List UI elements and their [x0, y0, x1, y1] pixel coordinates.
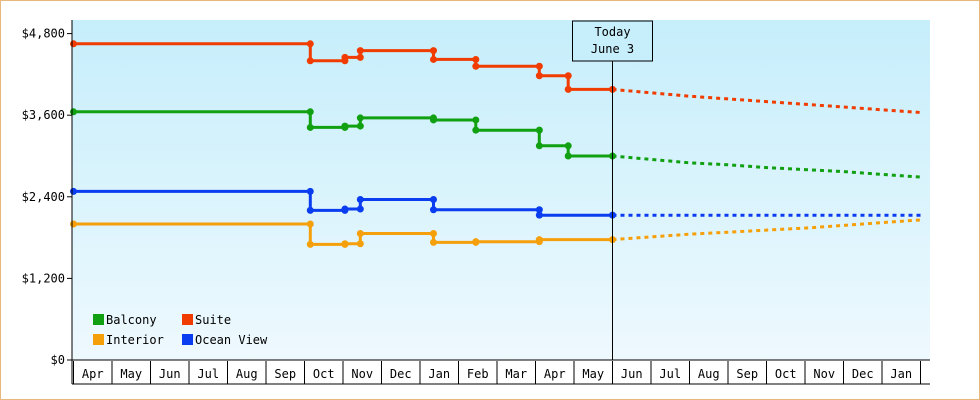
data-point-ocean-view — [356, 196, 364, 204]
data-point-interior — [306, 220, 314, 228]
month-label: Mar — [505, 367, 527, 381]
legend-swatch-balcony — [93, 314, 104, 325]
data-point-balcony — [429, 116, 437, 124]
data-point-ocean-view — [535, 211, 543, 219]
data-point-balcony — [306, 108, 314, 116]
data-point-interior — [356, 240, 364, 248]
month-label: Aug — [236, 367, 258, 381]
month-label: Oct — [313, 367, 335, 381]
data-point-ocean-view — [306, 187, 314, 195]
data-point-ocean-view — [341, 205, 349, 213]
data-point-balcony — [472, 116, 480, 124]
data-point-interior — [356, 230, 364, 238]
month-label: Feb — [467, 367, 489, 381]
today-label: Today — [594, 25, 630, 39]
data-point-ocean-view — [356, 205, 364, 213]
series-forecast-interior — [612, 218, 921, 242]
month-label: Sep — [736, 367, 758, 381]
data-point-interior — [429, 230, 437, 238]
data-point-balcony — [306, 123, 314, 131]
legend-label-balcony: Balcony — [106, 313, 157, 327]
y-tick-label: $3,600 — [22, 108, 65, 122]
month-label: Aug — [698, 367, 720, 381]
legend-label-interior: Interior — [106, 333, 164, 347]
y-tick-label: $4,800 — [22, 27, 65, 41]
data-point-balcony — [70, 108, 77, 116]
month-label: Dec — [852, 367, 874, 381]
data-point-suite — [356, 53, 364, 61]
data-point-suite — [429, 55, 437, 63]
month-label: Oct — [775, 367, 797, 381]
data-point-suite — [564, 85, 572, 93]
data-point-ocean-view — [70, 187, 77, 195]
legend-label-ocean-view: Ocean View — [195, 333, 268, 347]
month-label: May — [582, 367, 604, 381]
data-point-balcony — [472, 126, 480, 134]
data-point-interior — [306, 240, 314, 248]
data-point-suite — [356, 47, 364, 55]
data-point-balcony — [535, 126, 543, 134]
data-point-suite — [306, 57, 314, 65]
series-forecast-suite — [612, 87, 921, 114]
series-forecast-balcony — [612, 154, 921, 179]
month-label: Jan — [890, 367, 912, 381]
legend-label-suite: Suite — [195, 313, 231, 327]
data-point-ocean-view — [306, 206, 314, 214]
data-point-ocean-view — [429, 206, 437, 214]
data-point-interior — [70, 220, 77, 228]
data-point-ocean-view — [429, 196, 437, 204]
month-label: Jul — [659, 367, 681, 381]
data-point-balcony — [564, 142, 572, 150]
month-label: May — [120, 367, 142, 381]
month-label: Apr — [82, 367, 104, 381]
month-label: Dec — [390, 367, 412, 381]
y-tick-label: $0 — [51, 353, 65, 367]
data-point-ocean-view — [535, 206, 543, 214]
data-point-balcony — [535, 142, 543, 150]
data-point-suite — [535, 62, 543, 70]
data-point-balcony — [356, 114, 364, 122]
data-point-balcony — [564, 152, 572, 160]
month-label: Nov — [813, 367, 835, 381]
data-point-suite — [70, 40, 77, 48]
data-point-suite — [472, 55, 480, 63]
data-point-suite — [429, 47, 437, 55]
data-point-interior — [535, 236, 543, 244]
legend-swatch-suite — [182, 314, 193, 325]
data-point-balcony — [356, 122, 364, 130]
month-label: Apr — [544, 367, 566, 381]
month-label: Jun — [159, 367, 181, 381]
month-label: Nov — [351, 367, 373, 381]
month-label: Jan — [428, 367, 450, 381]
series-line-suite — [73, 42, 613, 91]
month-label: Jun — [621, 367, 643, 381]
legend-swatch-ocean-view — [182, 334, 193, 345]
data-point-suite — [341, 53, 349, 61]
data-point-interior — [429, 238, 437, 246]
data-point-suite — [535, 72, 543, 80]
data-point-balcony — [341, 122, 349, 130]
y-tick-label: $2,400 — [22, 190, 65, 204]
today-date: June 3 — [591, 42, 634, 56]
today-box — [572, 20, 653, 62]
data-point-interior — [341, 240, 349, 248]
legend-swatch-interior — [93, 334, 104, 345]
month-label: Jul — [197, 367, 219, 381]
data-point-suite — [564, 72, 572, 80]
series-line-interior — [73, 222, 613, 246]
data-point-suite — [472, 62, 480, 70]
data-point-suite — [306, 40, 314, 48]
y-tick-label: $1,200 — [22, 271, 65, 285]
month-label: Sep — [274, 367, 296, 381]
data-point-interior — [472, 238, 480, 246]
